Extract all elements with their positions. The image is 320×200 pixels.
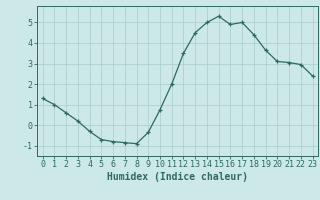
X-axis label: Humidex (Indice chaleur): Humidex (Indice chaleur) (107, 172, 248, 182)
